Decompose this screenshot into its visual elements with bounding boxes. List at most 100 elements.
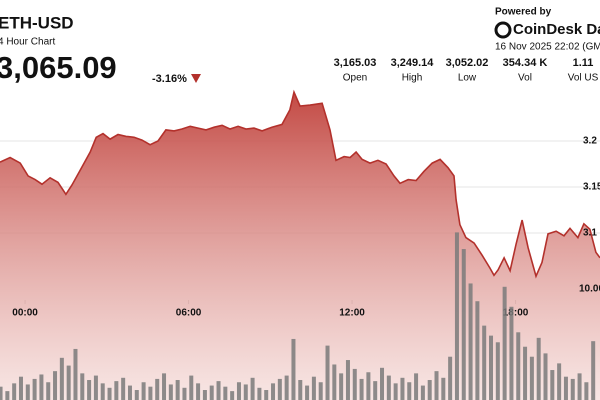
volume-bar	[529, 356, 534, 400]
volume-bar	[523, 346, 528, 400]
volume-bar	[536, 337, 541, 400]
volume-bar	[134, 390, 139, 400]
stat-label: Low	[458, 73, 477, 84]
stat-label: Open	[343, 73, 367, 84]
volume-bar	[100, 383, 105, 400]
volume-bar	[489, 335, 494, 400]
x-tick-label: 06:00	[176, 308, 202, 319]
volume-bar	[543, 353, 548, 400]
volume-bar	[107, 387, 112, 400]
brand-logo	[494, 21, 512, 39]
volume-bar	[80, 373, 85, 400]
volume-bar	[366, 372, 371, 400]
volume-bar	[18, 376, 23, 400]
y-tick-label: 3.2	[583, 136, 597, 147]
stat-label: Vol US	[568, 73, 599, 84]
volume-bar	[196, 383, 201, 400]
volume-bar	[414, 373, 419, 400]
volume-bar	[311, 376, 316, 400]
price-area	[0, 92, 600, 400]
volume-bar	[39, 374, 44, 400]
plot	[0, 92, 600, 400]
powered-by: Powered by	[495, 7, 552, 18]
volume-bar	[352, 368, 357, 400]
volume-bar	[393, 383, 398, 400]
volume-bar	[400, 377, 405, 400]
volume-bar	[407, 382, 412, 400]
volume-bar	[516, 332, 521, 400]
volume-bar	[325, 345, 330, 400]
y2-tick-label: 10.00	[579, 284, 600, 295]
volume-bar	[236, 382, 241, 400]
volume-bar	[114, 381, 119, 400]
stat-value: 3,052.02	[446, 57, 489, 69]
volume-bar	[162, 373, 167, 400]
y-tick-label: 3.15	[583, 182, 600, 193]
volume-bar	[271, 383, 276, 400]
volume-bar	[141, 382, 146, 400]
volume-bar	[468, 283, 473, 400]
volume-bar	[318, 382, 323, 400]
x-tick-label: 00:00	[12, 308, 38, 319]
volume-bar	[155, 378, 160, 400]
volume-bar	[284, 375, 289, 400]
volume-bar	[243, 384, 248, 400]
volume-bar	[202, 390, 207, 400]
volume-bar	[5, 391, 10, 400]
volume-bar	[359, 378, 364, 400]
volume-bar	[168, 384, 173, 400]
stat-value: 354.34 K	[503, 57, 548, 69]
volume-bar	[591, 341, 596, 400]
stat-label: Vol	[518, 73, 532, 84]
volume-bar	[93, 375, 98, 400]
volume-bar	[216, 381, 221, 400]
volume-bar	[291, 338, 296, 400]
volume-bar	[305, 385, 310, 400]
price: 3,065.09	[0, 50, 117, 85]
volume-bar	[461, 249, 466, 400]
volume-bar	[502, 286, 507, 400]
volume-bar	[441, 377, 446, 400]
volume-bar	[12, 383, 17, 400]
stat-value: 1.11	[573, 57, 594, 69]
subtitle: 4 Hour Chart	[0, 37, 55, 48]
volume-bar	[53, 371, 58, 400]
volume-bar	[509, 306, 514, 400]
volume-bar	[209, 385, 214, 400]
volume-bar	[475, 301, 480, 400]
volume-bar	[66, 365, 71, 400]
stat-value: 3,165.03	[334, 57, 377, 69]
volume-bar	[380, 367, 385, 400]
volume-bar	[570, 378, 575, 400]
volume-bar	[189, 375, 194, 400]
volume-bar	[257, 387, 262, 400]
volume-bar	[175, 380, 180, 400]
volume-bar	[454, 232, 459, 400]
volume-bar	[0, 386, 3, 400]
brand: CoinDesk Data	[513, 21, 600, 38]
volume-bar	[345, 360, 350, 400]
volume-bar	[59, 357, 64, 400]
volume-bar	[264, 390, 269, 400]
volume-bar	[584, 382, 589, 400]
volume-bar	[550, 370, 555, 400]
volume-bar	[386, 375, 391, 400]
volume-bar	[495, 342, 500, 400]
stat-value: 3,249.14	[391, 57, 435, 69]
volume-bar	[420, 385, 425, 400]
volume-bar	[230, 391, 235, 400]
volume-bar	[434, 371, 439, 400]
volume-bar	[427, 380, 432, 400]
price-line	[0, 89, 600, 279]
volume-bar	[298, 380, 303, 400]
change: -3.16%	[152, 73, 187, 85]
volume-bar	[223, 386, 228, 400]
volume-bar	[148, 386, 153, 400]
volume-bar	[32, 378, 37, 400]
volume-bar	[557, 363, 562, 400]
volume-bar	[25, 384, 30, 400]
volume-bar	[448, 356, 453, 400]
volume-bar	[250, 377, 255, 400]
